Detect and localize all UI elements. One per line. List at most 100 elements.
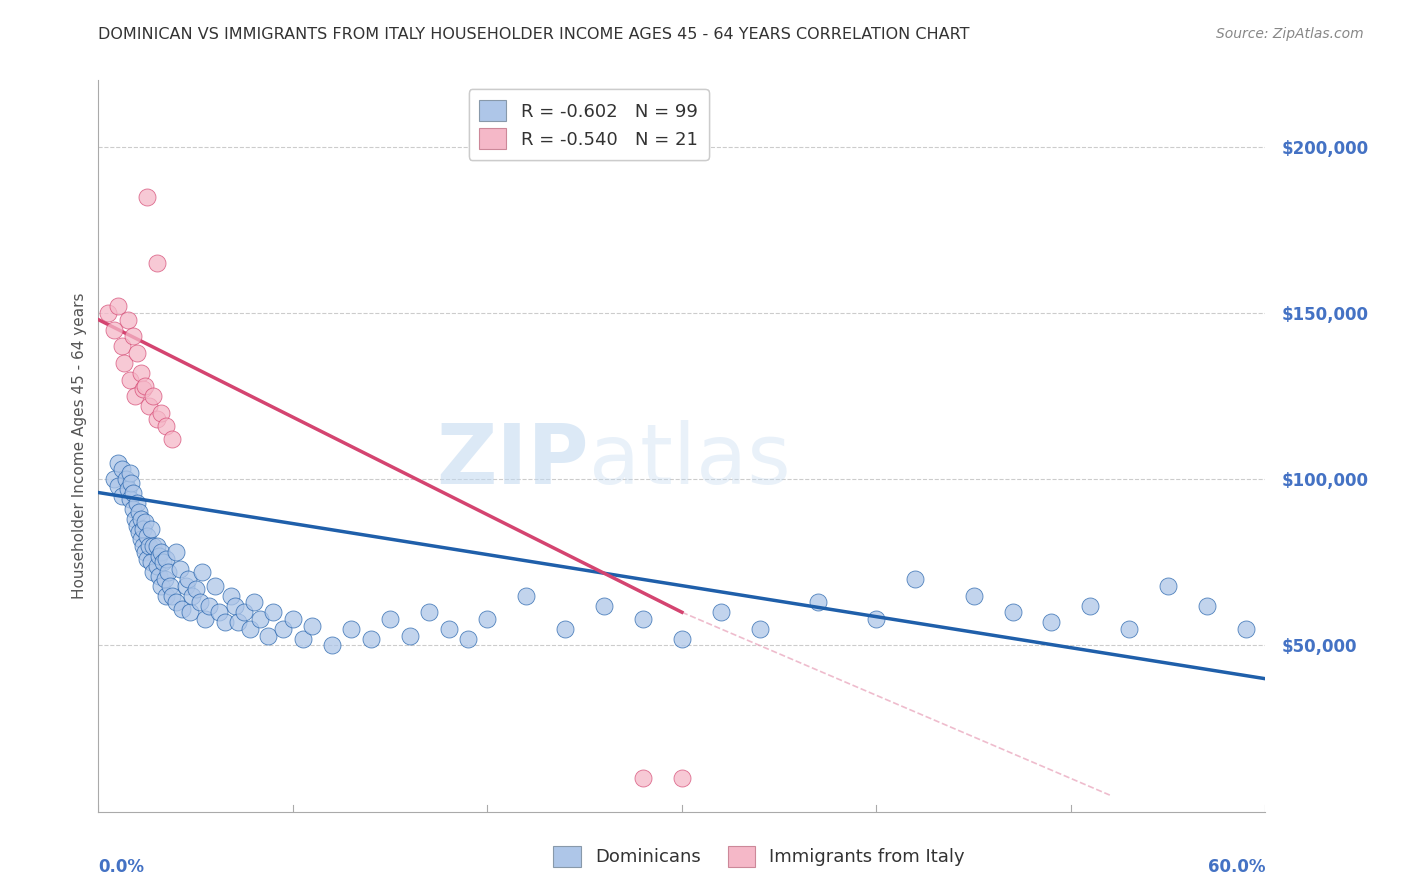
Point <box>477 612 499 626</box>
Point <box>631 612 654 626</box>
Point <box>146 256 169 270</box>
Point <box>134 545 156 559</box>
Point <box>224 599 246 613</box>
Point <box>904 572 927 586</box>
Point <box>177 572 200 586</box>
Point <box>1157 579 1180 593</box>
Point <box>97 306 120 320</box>
Point <box>194 612 217 626</box>
Point <box>631 772 654 786</box>
Point <box>124 389 146 403</box>
Point <box>111 339 134 353</box>
Point <box>122 502 145 516</box>
Point <box>671 632 693 646</box>
Point <box>180 589 202 603</box>
Point <box>457 632 479 646</box>
Point <box>281 612 304 626</box>
Point <box>127 495 149 509</box>
Point <box>114 472 136 486</box>
Point <box>233 605 256 619</box>
Point <box>153 572 176 586</box>
Point <box>132 522 155 536</box>
Legend: Dominicans, Immigrants from Italy: Dominicans, Immigrants from Italy <box>547 838 972 874</box>
Text: 60.0%: 60.0% <box>1208 858 1265 876</box>
Point <box>214 615 236 630</box>
Point <box>117 482 139 496</box>
Point <box>174 579 197 593</box>
Point <box>155 589 177 603</box>
Point <box>184 582 207 596</box>
Point <box>418 605 440 619</box>
Point <box>162 433 184 447</box>
Point <box>121 475 143 490</box>
Point <box>155 419 177 434</box>
Point <box>671 772 693 786</box>
Point <box>219 589 242 603</box>
Point <box>136 529 159 543</box>
Point <box>710 605 733 619</box>
Point <box>118 372 141 386</box>
Point <box>134 379 156 393</box>
Point <box>142 389 165 403</box>
Point <box>228 615 250 630</box>
Point <box>807 595 830 609</box>
Point <box>129 532 152 546</box>
Text: 0.0%: 0.0% <box>98 858 145 876</box>
Point <box>437 622 460 636</box>
Text: atlas: atlas <box>589 420 790 501</box>
Point <box>170 602 193 616</box>
Point <box>1234 622 1257 636</box>
Point <box>136 189 159 203</box>
Point <box>118 492 141 507</box>
Point <box>169 562 191 576</box>
Point <box>190 566 212 580</box>
Point <box>321 639 343 653</box>
Point <box>107 479 129 493</box>
Point <box>149 545 172 559</box>
Point <box>111 489 134 503</box>
Point <box>146 539 169 553</box>
Point <box>340 622 363 636</box>
Point <box>291 632 314 646</box>
Point <box>117 312 139 326</box>
Point <box>149 406 172 420</box>
Point <box>271 622 294 636</box>
Point <box>165 545 187 559</box>
Point <box>112 356 135 370</box>
Point <box>127 346 149 360</box>
Legend: R = -0.602   N = 99, R = -0.540   N = 21: R = -0.602 N = 99, R = -0.540 N = 21 <box>468 89 709 160</box>
Point <box>142 566 165 580</box>
Point <box>157 566 180 580</box>
Point <box>124 512 146 526</box>
Point <box>107 456 129 470</box>
Point <box>103 323 125 337</box>
Point <box>138 399 160 413</box>
Point <box>1118 622 1140 636</box>
Point <box>134 516 156 530</box>
Point <box>1001 605 1024 619</box>
Point <box>1040 615 1063 630</box>
Point <box>132 539 155 553</box>
Point <box>127 518 149 533</box>
Point <box>1080 599 1102 613</box>
Point <box>515 589 537 603</box>
Point <box>136 552 159 566</box>
Point <box>129 366 152 380</box>
Text: Source: ZipAtlas.com: Source: ZipAtlas.com <box>1216 27 1364 41</box>
Point <box>748 622 770 636</box>
Point <box>128 506 150 520</box>
Point <box>204 579 226 593</box>
Text: DOMINICAN VS IMMIGRANTS FROM ITALY HOUSEHOLDER INCOME AGES 45 - 64 YEARS CORRELA: DOMINICAN VS IMMIGRANTS FROM ITALY HOUSE… <box>98 27 970 42</box>
Point <box>159 579 181 593</box>
Point <box>262 605 284 619</box>
Point <box>165 595 187 609</box>
Point <box>103 472 125 486</box>
Point <box>148 549 170 563</box>
Point <box>152 555 174 569</box>
Point <box>132 383 155 397</box>
Point <box>139 555 162 569</box>
Point <box>398 628 420 642</box>
Point <box>301 618 323 632</box>
Point <box>378 612 402 626</box>
Point <box>122 485 145 500</box>
